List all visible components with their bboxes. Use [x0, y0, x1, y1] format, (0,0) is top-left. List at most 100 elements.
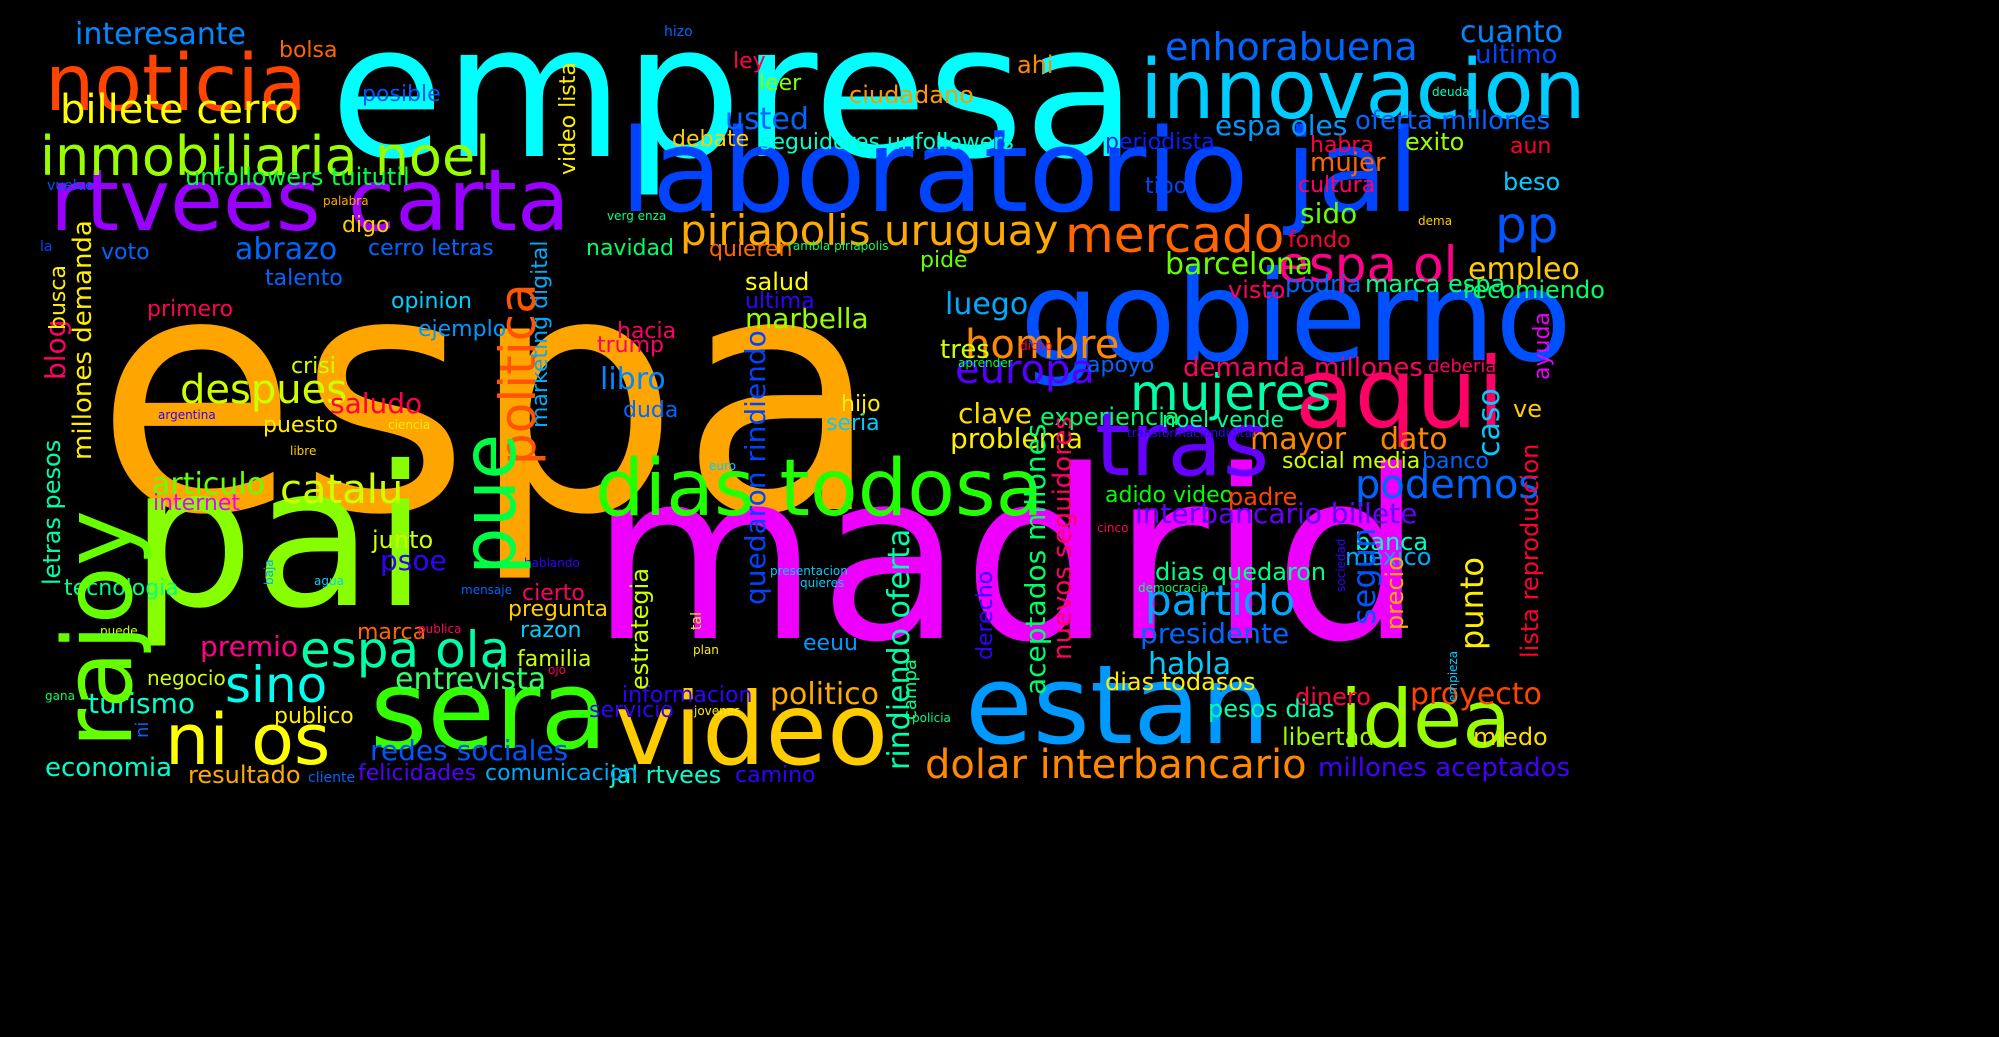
word-digo: digo — [342, 213, 390, 238]
word-opinion: opinion — [391, 289, 472, 314]
word-felicidades: felicidades — [358, 761, 477, 786]
word-espa-ola: espa ola — [300, 621, 511, 679]
word-sociedad: sociedad — [1334, 538, 1348, 593]
word-cerro-letras: cerro letras — [368, 236, 494, 261]
word-miedo: miedo — [1473, 723, 1548, 751]
word-rambla-piriapolis: rambla piriapolis — [788, 239, 889, 253]
word-turismo: turismo — [88, 687, 196, 720]
word-exito: exito — [1405, 128, 1465, 156]
word-espa-ol: espa ol — [1278, 236, 1458, 294]
word-servicio: servicio — [589, 698, 674, 723]
word-mensaje: mensaje — [461, 583, 512, 597]
word-gobierno: gobierno — [1020, 245, 1572, 390]
word-redes-sociales: redes sociales — [370, 734, 569, 767]
word-ve: ve — [1513, 395, 1542, 423]
word-baja: baja — [262, 559, 276, 585]
word-social-media: social media — [1282, 449, 1421, 474]
word-banca: banca — [1355, 528, 1429, 556]
word-agua: agua — [314, 574, 344, 588]
word-visto: visto — [1228, 276, 1286, 304]
word-precio: precio — [1381, 556, 1409, 630]
word-podria: podria — [1285, 270, 1362, 298]
word-clave: clave — [958, 397, 1033, 430]
word-dolar-interbancario: dolar interbancario — [925, 742, 1307, 788]
word-empresa: empresa — [330, 0, 1138, 200]
word-debate: debate — [672, 127, 750, 152]
word-padre: padre — [1228, 483, 1298, 511]
word-argentina: argentina — [158, 408, 216, 422]
word-problema: problema — [950, 422, 1084, 455]
word-ni-os: ni os — [165, 699, 331, 781]
word-luego: luego — [945, 287, 1029, 322]
word-ojo: ojo — [548, 663, 567, 677]
word-abrazo: abrazo — [235, 232, 338, 267]
word-podemos: podemos — [1355, 462, 1540, 508]
word-ciudadano: ciudadano — [849, 81, 974, 109]
word-sido: sido — [1300, 197, 1358, 230]
word-sino: sino — [225, 656, 328, 714]
word-periodista: periodista — [1105, 130, 1215, 155]
word-dinero: dinero — [1295, 683, 1371, 711]
word-duda: duda — [623, 398, 679, 423]
word-puede: puede — [100, 624, 138, 638]
word-despues: despues — [180, 367, 348, 413]
word-internet: internet — [153, 491, 240, 516]
word-millones-demanda: millones demanda — [68, 220, 98, 460]
word-seria: seria — [826, 411, 880, 436]
word-ahi: ahi — [1017, 51, 1054, 79]
word-aceptados-millones: aceptados millones — [1019, 423, 1052, 695]
word-unfollowers-tuitutil: unfollowers tuitutil — [185, 163, 410, 191]
word-beso: beso — [1503, 168, 1561, 196]
word-pesos-dias: pesos dias — [1208, 695, 1335, 723]
word-hablando: hablando — [524, 556, 580, 570]
word-hizo: hizo — [664, 24, 693, 40]
word-sera: sera — [370, 646, 608, 774]
word-noel-vende: noel vende — [1162, 408, 1285, 433]
word-recomiendo: recomiendo — [1463, 276, 1605, 304]
word-habra: habra — [1310, 133, 1374, 158]
word-jal-rtvees: jal rtvees — [610, 761, 722, 789]
word-proyecto: proyecto — [1410, 677, 1542, 712]
word-campa: campa — [900, 659, 921, 720]
word-transformaciondigital: transformaciondigital — [1127, 426, 1256, 440]
word-talento: talento — [265, 266, 343, 291]
word-segun: segun — [1345, 527, 1383, 625]
word-rtvees-carta: rtvees carta — [50, 151, 570, 251]
word-hombre: hombre — [965, 322, 1120, 368]
word-tipo: tipo — [1145, 174, 1188, 199]
word-caso: caso — [1472, 388, 1507, 457]
word-voto: voto — [101, 240, 150, 265]
word-ejemplo: ejemplo — [418, 317, 507, 342]
word-psoe: psoe — [380, 544, 447, 577]
word-ultima: ultima — [745, 289, 815, 314]
word-tal: tal — [689, 612, 705, 630]
word-dema: dema — [1418, 214, 1453, 228]
word-punto: punto — [1453, 557, 1491, 650]
word-navidad: navidad — [586, 236, 674, 261]
word-mujeres: mujeres — [1130, 364, 1332, 422]
word-leer: leer — [759, 71, 802, 96]
word-inmobiliaria-noel: inmobiliaria noel — [40, 125, 491, 188]
word-camino: camino — [735, 763, 816, 788]
word-deuda: deuda — [1432, 85, 1470, 99]
word-politico: politico — [770, 677, 880, 712]
word-marca: marca — [357, 620, 427, 645]
word-apoyo: apoyo — [1087, 353, 1155, 378]
word-video: video — [615, 671, 889, 788]
word-barcelona: barcelona — [1165, 247, 1314, 282]
word-pide: pide — [920, 248, 968, 273]
word-billete-cerro: billete cerro — [60, 87, 299, 133]
word-policia: policia — [912, 711, 951, 725]
word-ultimo: ultimo — [1475, 40, 1558, 70]
word-jovenes: jovenes — [694, 704, 741, 718]
word-mayor: mayor — [1250, 422, 1347, 457]
word-cliente: cliente — [308, 770, 356, 786]
word-aun: aun — [1510, 134, 1552, 159]
word-innovacion: innovacion — [1140, 43, 1586, 138]
word-familia: familia — [517, 647, 592, 672]
word-verg-enza: verg enza — [607, 209, 667, 223]
word-pue: pue — [445, 433, 533, 575]
word-libre: libre — [290, 444, 317, 458]
word-informacion: informacion — [622, 683, 753, 708]
word-salud: salud — [745, 268, 810, 296]
